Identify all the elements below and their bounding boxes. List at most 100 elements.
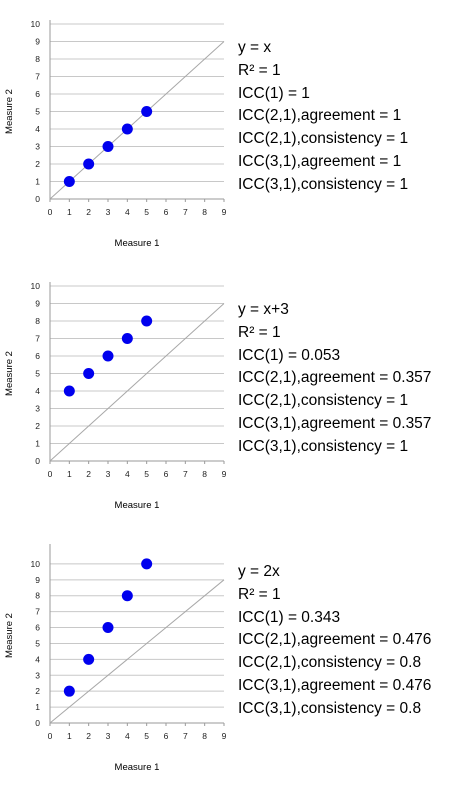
y-tick-label-0: 0 xyxy=(35,194,40,204)
y-tick-label-5: 5 xyxy=(35,107,40,117)
x-tick-label-5: 5 xyxy=(144,731,149,741)
chart-panel-2: 0 1 2 3 4 5 6 7 8 9 10 0 1 2 3 4 5 6 7 8 9 Measure 1 Measure 2… xyxy=(0,272,474,533)
y-tick-label-3: 3 xyxy=(35,142,40,152)
data-point-0-4 xyxy=(141,315,153,327)
y-tick-label-9: 9 xyxy=(35,575,40,585)
data-point-0-4 xyxy=(141,106,153,117)
scatter-chart-1: 0 1 2 3 4 5 6 7 8 9 10 0 1 2 3 4 5 6 7 8 9 Measure 1 Measure 2 xyxy=(4,19,227,249)
y-tick-label-2: 2 xyxy=(35,686,40,696)
y-tick-label-7: 7 xyxy=(35,334,40,344)
stat-r-squared: R² = 1 xyxy=(238,61,281,79)
stat-icc21-agreement: ICC(2,1),agreement = 0.357 xyxy=(238,369,432,387)
x-tick-label-0: 0 xyxy=(48,731,53,741)
x-tick-label-4: 4 xyxy=(125,469,130,479)
x-tick-label-7: 7 xyxy=(183,207,188,217)
data-point-0-0 xyxy=(63,176,75,187)
y-tick-label-5: 5 xyxy=(35,369,40,379)
x-tick-label-6: 6 xyxy=(164,731,169,741)
x-tick-label-0: 0 xyxy=(48,207,53,217)
x-axis-title: Measure 1 xyxy=(115,500,160,511)
y-tick-label-9: 9 xyxy=(35,37,40,47)
data-point-0-0 xyxy=(63,685,75,697)
y-tick-label-1: 1 xyxy=(35,439,40,449)
stat-icc21-consistency: ICC(2,1),consistency = 1 xyxy=(238,392,409,410)
data-point-0-3 xyxy=(121,333,133,344)
x-tick-label-6: 6 xyxy=(164,469,169,479)
y-tick-label-1: 1 xyxy=(35,177,40,187)
y-tick-label-2: 2 xyxy=(35,159,40,169)
x-tick-label-6: 6 xyxy=(164,207,169,217)
x-tick-label-1: 1 xyxy=(67,207,72,217)
chart-panel-1: 0 1 2 3 4 5 6 7 8 9 10 0 1 2 3 4 5 6 7 8 9 Measure 1 Measure 2… xyxy=(0,10,474,271)
y-tick-label-5: 5 xyxy=(35,638,40,648)
stat-icc31-agreement: ICC(3,1),agreement = 0.476 xyxy=(238,676,432,694)
data-point-0-1 xyxy=(83,368,95,379)
y-tick-label-7: 7 xyxy=(35,72,40,82)
x-tick-label-4: 4 xyxy=(125,207,130,217)
data-point-0-1 xyxy=(83,158,95,170)
x-axis-title: Measure 1 xyxy=(115,762,160,773)
stat-equation: y = x+3 xyxy=(238,301,289,318)
y-tick-label-9: 9 xyxy=(35,299,40,309)
x-tick-label-2: 2 xyxy=(86,469,91,479)
y-tick-label-0: 0 xyxy=(35,718,40,728)
stats-list-2: y = x+3 R² = 1 ICC(1) = 0.053 ICC(2,1),a… xyxy=(238,299,431,459)
stat-r-squared: R² = 1 xyxy=(238,585,281,603)
data-point-0-3 xyxy=(121,590,133,602)
x-tick-label-3: 3 xyxy=(106,207,111,217)
y-tick-label-7: 7 xyxy=(35,607,40,617)
x-tick-label-5: 5 xyxy=(144,207,149,217)
y-axis-title: Measure 2 xyxy=(4,89,15,134)
y-tick-label-6: 6 xyxy=(35,623,40,633)
x-tick-label-2: 2 xyxy=(86,731,91,741)
scatter-chart-3: 0 1 2 3 4 5 6 7 8 9 10 0 1 2 3 4 5 6 7 8 9 Measure 1 Measure 2 xyxy=(4,544,227,773)
data-point-0-2 xyxy=(102,350,114,362)
reference-line xyxy=(49,303,225,462)
x-tick-label-7: 7 xyxy=(183,731,188,741)
y-tick-label-6: 6 xyxy=(35,351,40,361)
x-axis-title: Measure 1 xyxy=(115,238,160,249)
data-point-0-0 xyxy=(63,385,75,397)
y-tick-label-4: 4 xyxy=(35,124,40,134)
stat-icc21-consistency: ICC(2,1),consistency = 1 xyxy=(238,130,409,148)
x-tick-label-1: 1 xyxy=(67,731,72,741)
data-point-0-1 xyxy=(83,653,95,665)
reference-line xyxy=(49,579,225,724)
chart-panel-3: 0 1 2 3 4 5 6 7 8 9 10 0 1 2 3 4 5 6 7 8 9 Measure 1 Measure 2… xyxy=(0,534,474,795)
stat-r-squared: R² = 1 xyxy=(238,323,281,341)
y-axis-title: Measure 2 xyxy=(4,351,15,396)
y-tick-label-3: 3 xyxy=(35,670,40,680)
y-tick-label-8: 8 xyxy=(35,316,40,326)
x-tick-label-7: 7 xyxy=(183,469,188,479)
stat-icc31-agreement: ICC(3,1),agreement = 0.357 xyxy=(238,414,432,432)
stat-icc21-consistency: ICC(2,1),consistency = 0.8 xyxy=(238,654,422,672)
stat-icc1: ICC(1) = 1 xyxy=(238,84,310,102)
x-tick-label-8: 8 xyxy=(202,731,207,741)
data-point-0-2 xyxy=(102,622,114,634)
x-tick-label-4: 4 xyxy=(125,731,130,741)
stat-icc31-consistency: ICC(3,1),consistency = 1 xyxy=(238,437,409,455)
x-tick-label-9: 9 xyxy=(222,731,227,741)
y-tick-label-10: 10 xyxy=(31,559,41,569)
stats-list-3: y = 2x R² = 1 ICC(1) = 0.343 ICC(2,1),ag… xyxy=(238,561,431,721)
x-tick-label-1: 1 xyxy=(67,469,72,479)
x-tick-label-8: 8 xyxy=(202,207,207,217)
scatter-chart-2: 0 1 2 3 4 5 6 7 8 9 10 0 1 2 3 4 5 6 7 8 9 Measure 1 Measure 2 xyxy=(4,281,227,511)
x-tick-label-9: 9 xyxy=(222,469,227,479)
data-point-0-3 xyxy=(121,123,133,135)
y-tick-label-8: 8 xyxy=(35,54,40,64)
stat-icc1: ICC(1) = 0.053 xyxy=(238,346,341,364)
stat-icc21-agreement: ICC(2,1),agreement = 1 xyxy=(238,107,402,125)
x-tick-label-8: 8 xyxy=(202,469,207,479)
stat-icc31-consistency: ICC(3,1),consistency = 1 xyxy=(238,175,409,193)
y-tick-label-4: 4 xyxy=(35,654,40,664)
data-point-0-4 xyxy=(141,558,153,570)
y-tick-label-8: 8 xyxy=(35,591,40,601)
reference-line xyxy=(49,41,225,200)
stat-equation: y = x xyxy=(238,39,272,56)
data-point-0-2 xyxy=(102,141,114,152)
stat-icc1: ICC(1) = 0.343 xyxy=(238,608,341,626)
x-tick-label-2: 2 xyxy=(86,207,91,217)
y-tick-label-2: 2 xyxy=(35,421,40,431)
y-tick-label-0: 0 xyxy=(35,456,40,466)
